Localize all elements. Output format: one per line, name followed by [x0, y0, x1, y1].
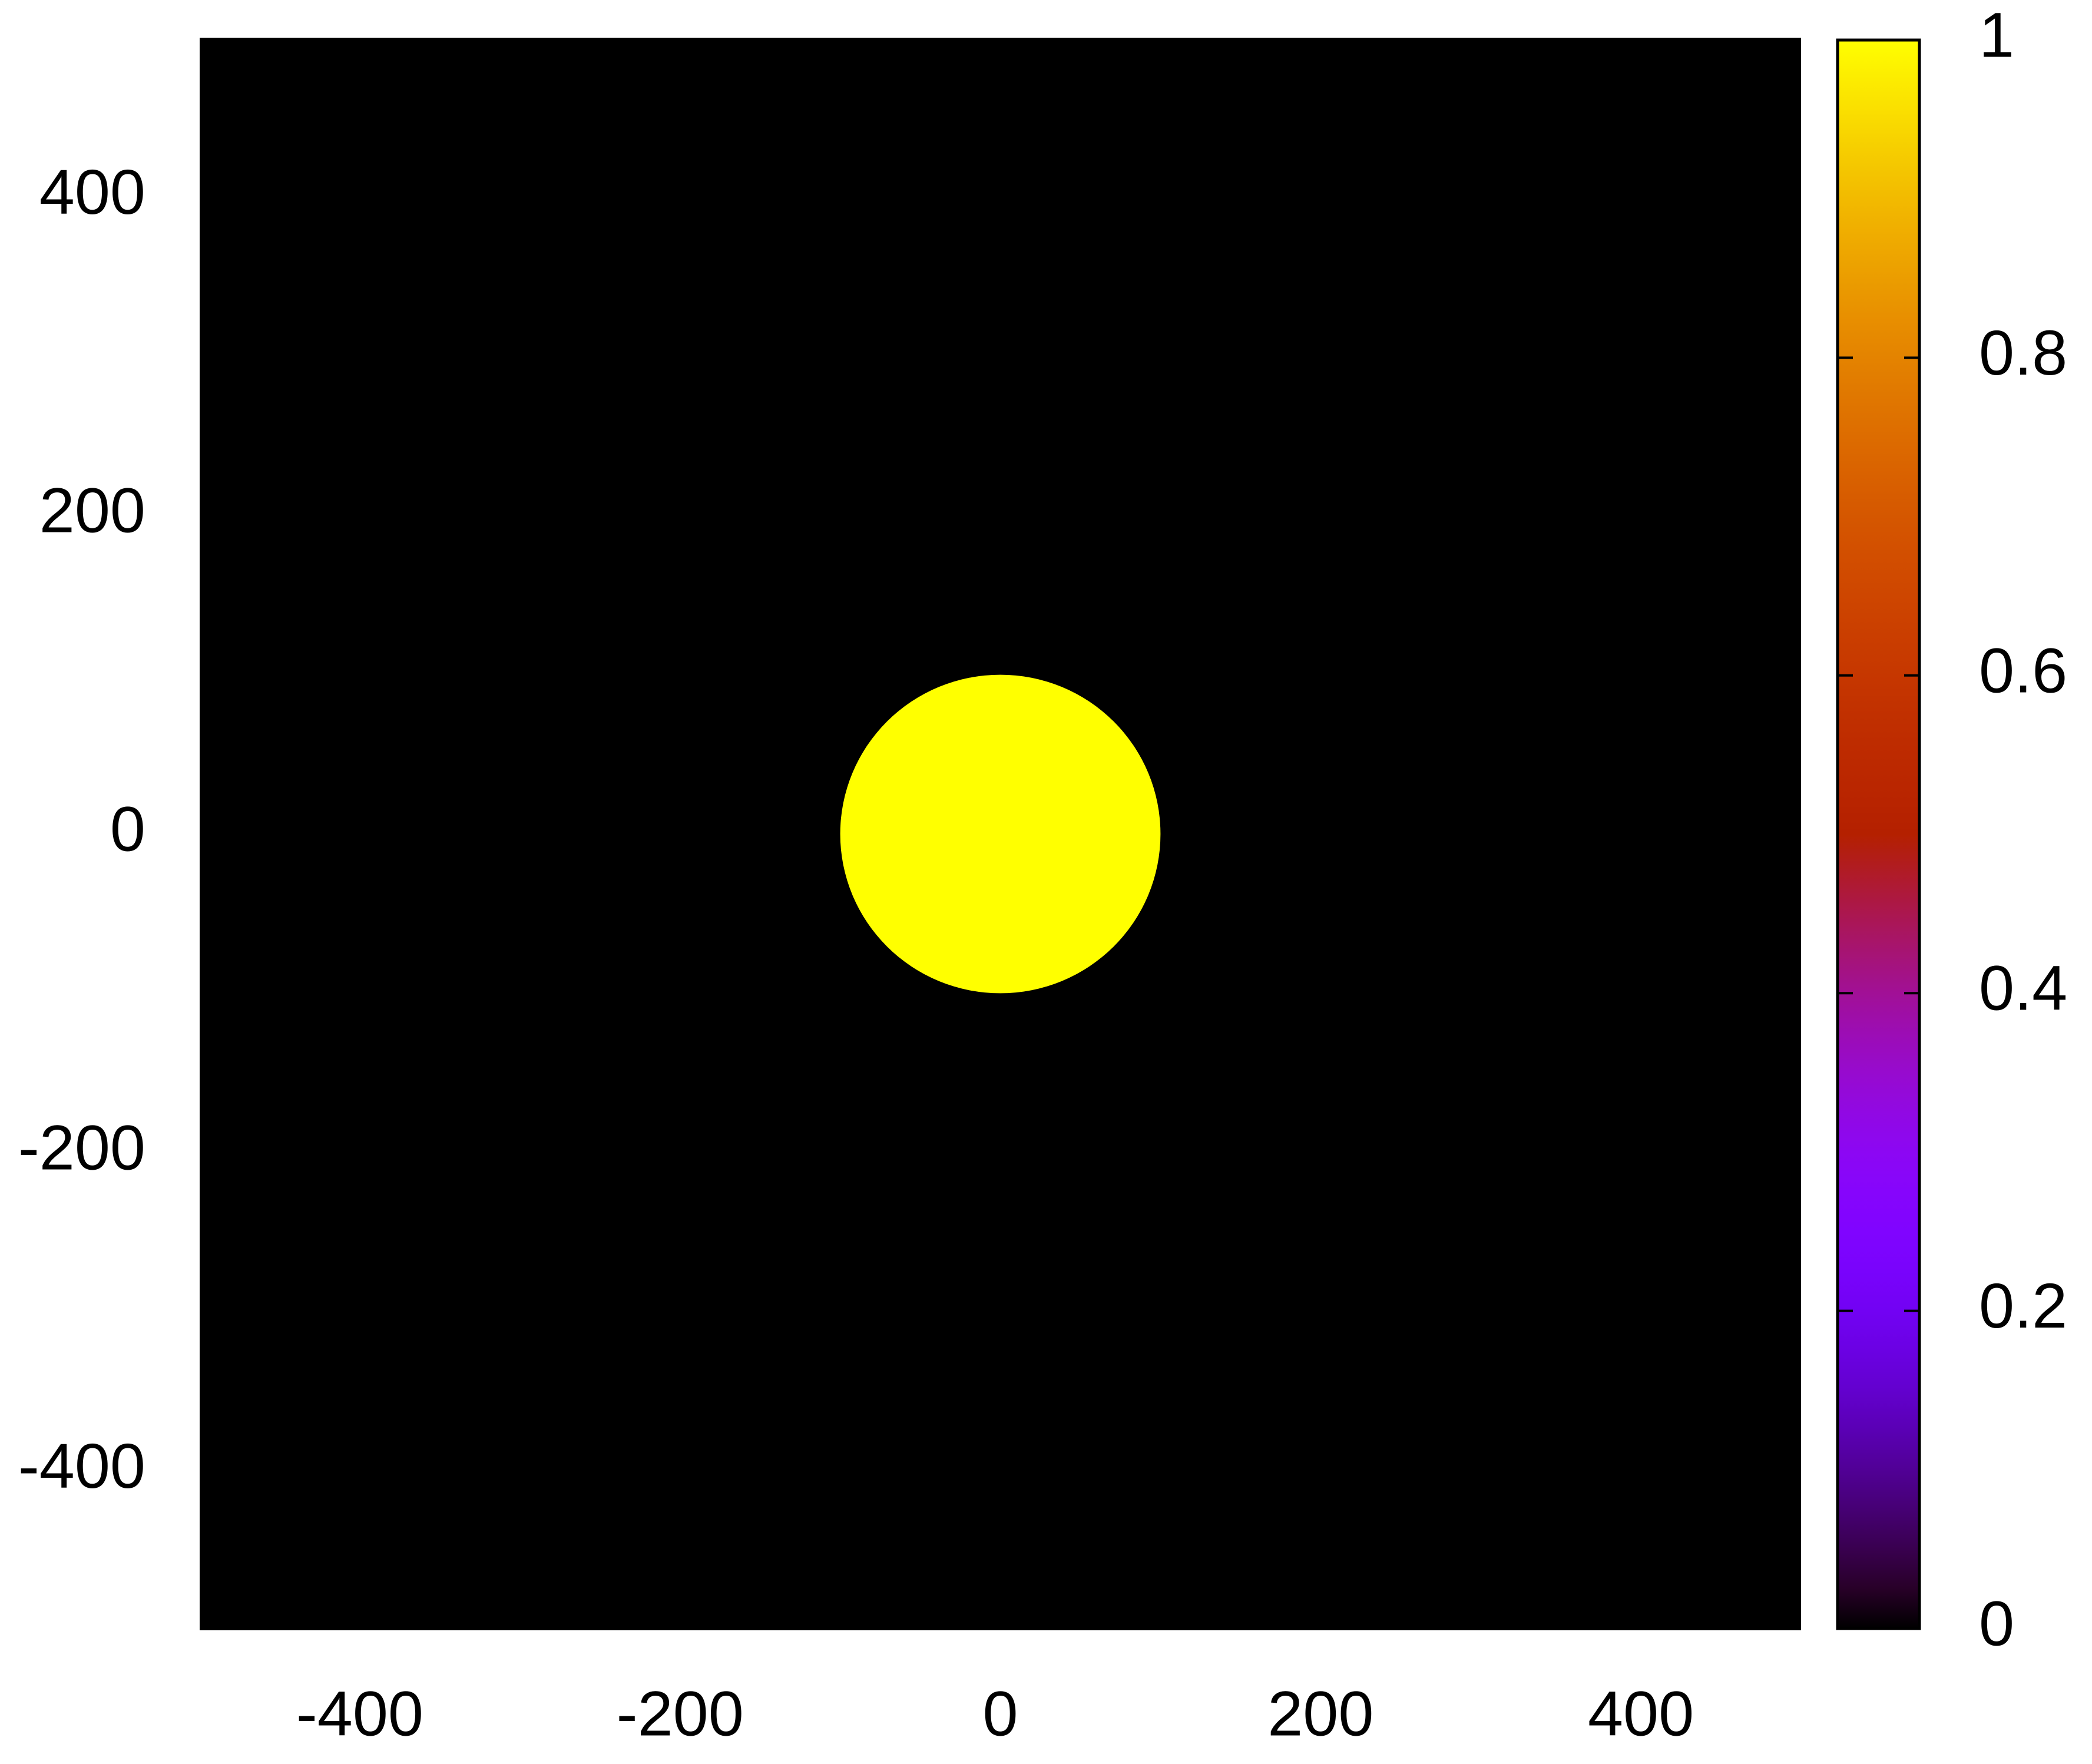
x-tick-label: -200 — [617, 1678, 744, 1749]
x-tick-label: 200 — [1267, 1678, 1373, 1749]
colorbar-tick-label: 0.2 — [1979, 1270, 2067, 1341]
colorbar-tick-label: 0.8 — [1979, 317, 2067, 388]
colorbar — [1836, 38, 1921, 1630]
y-tick-label: 200 — [39, 475, 145, 546]
y-tick-label: -200 — [18, 1111, 145, 1183]
y-tick-label: 400 — [39, 156, 145, 227]
colorbar-tick-label: 0 — [1979, 1588, 2014, 1659]
x-tick-label: 0 — [982, 1678, 1018, 1749]
colorbar-tick-label: 1 — [1979, 0, 2014, 71]
x-tick-label: -400 — [296, 1678, 423, 1749]
colorbar-tick-label: 0.4 — [1979, 952, 2067, 1024]
heatmap-disc — [840, 674, 1161, 994]
colorbar-tick-label: 0.6 — [1979, 634, 2067, 706]
y-tick-label: 0 — [110, 793, 145, 865]
y-tick-label: -400 — [18, 1430, 145, 1501]
x-tick-label: 400 — [1588, 1678, 1694, 1749]
